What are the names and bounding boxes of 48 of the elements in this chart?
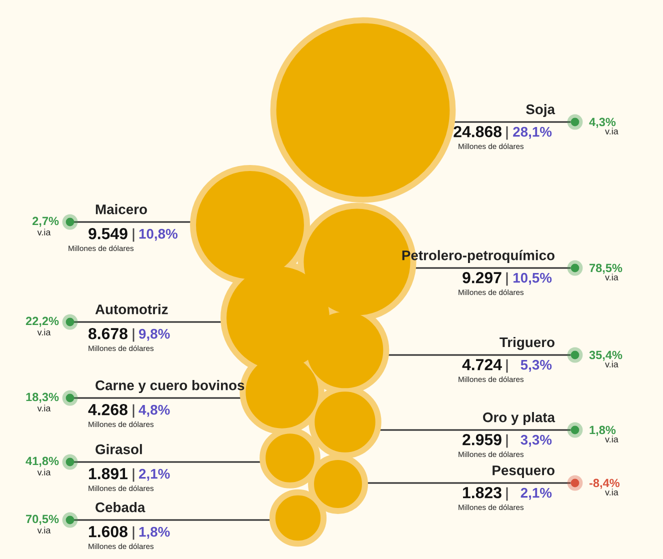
data-label: 1.891 <box>89 468 128 480</box>
data-label: 4.724 <box>462 358 502 370</box>
category-label: Girasol <box>96 444 142 454</box>
text: v.ia <box>605 128 618 134</box>
text: v.ia <box>37 468 51 476</box>
text: v.ia <box>37 328 51 336</box>
data-label: 3,3% <box>520 434 552 447</box>
text: v.ia <box>37 526 51 534</box>
data-label: 18,3% <box>26 392 59 403</box>
category-label: Automotriz <box>95 304 168 314</box>
data-label: 22,2% <box>26 316 59 327</box>
text: v.ia <box>605 436 618 442</box>
data-label: 1,8% <box>139 526 170 539</box>
text: v.ia <box>605 274 618 280</box>
data-label: 4,8% <box>138 404 170 417</box>
data-label: 2,1% <box>520 488 552 500</box>
category-label: Triguero <box>500 336 554 350</box>
text: v.ia <box>37 404 51 412</box>
text: v.ia <box>605 488 618 496</box>
data-label: 78,5% <box>590 264 622 274</box>
data-label: 5,3% <box>520 360 552 372</box>
data-label: 1.823 <box>463 486 502 498</box>
data-label: 4,3% <box>589 118 616 128</box>
category-label: Soja <box>526 104 556 117</box>
data-label: 10,8% <box>139 228 178 241</box>
category-label: Cebada <box>96 502 146 512</box>
category-label: Pesquero <box>492 466 554 478</box>
data-label: 70,5% <box>26 514 59 525</box>
data-label: 28,1% <box>513 126 552 139</box>
data-label: 8.678 <box>88 328 128 340</box>
text: v.ia <box>37 228 51 236</box>
category-label: Oro y plata <box>483 412 556 425</box>
data-label: 24.868 <box>454 126 502 138</box>
data-label: -8,4% <box>589 478 620 489</box>
data-label: 2.959 <box>462 434 502 446</box>
data-label: 9.297 <box>462 272 502 284</box>
text: v.ia <box>605 360 618 368</box>
data-label: 9,8% <box>138 328 170 341</box>
data-label: 41,8% <box>26 456 59 467</box>
category-label: Maicero <box>96 204 147 214</box>
data-label: 2,7% <box>32 216 59 227</box>
data-label: 1.608 <box>89 526 128 538</box>
data-label: 10,5% <box>513 272 552 285</box>
data-label: 1,8% <box>590 426 616 436</box>
data-label: 4.268 <box>88 404 128 416</box>
data-label: 9.549 <box>88 228 128 240</box>
data-label: 2,1% <box>138 468 170 481</box>
data-label: 35,4% <box>589 350 622 361</box>
